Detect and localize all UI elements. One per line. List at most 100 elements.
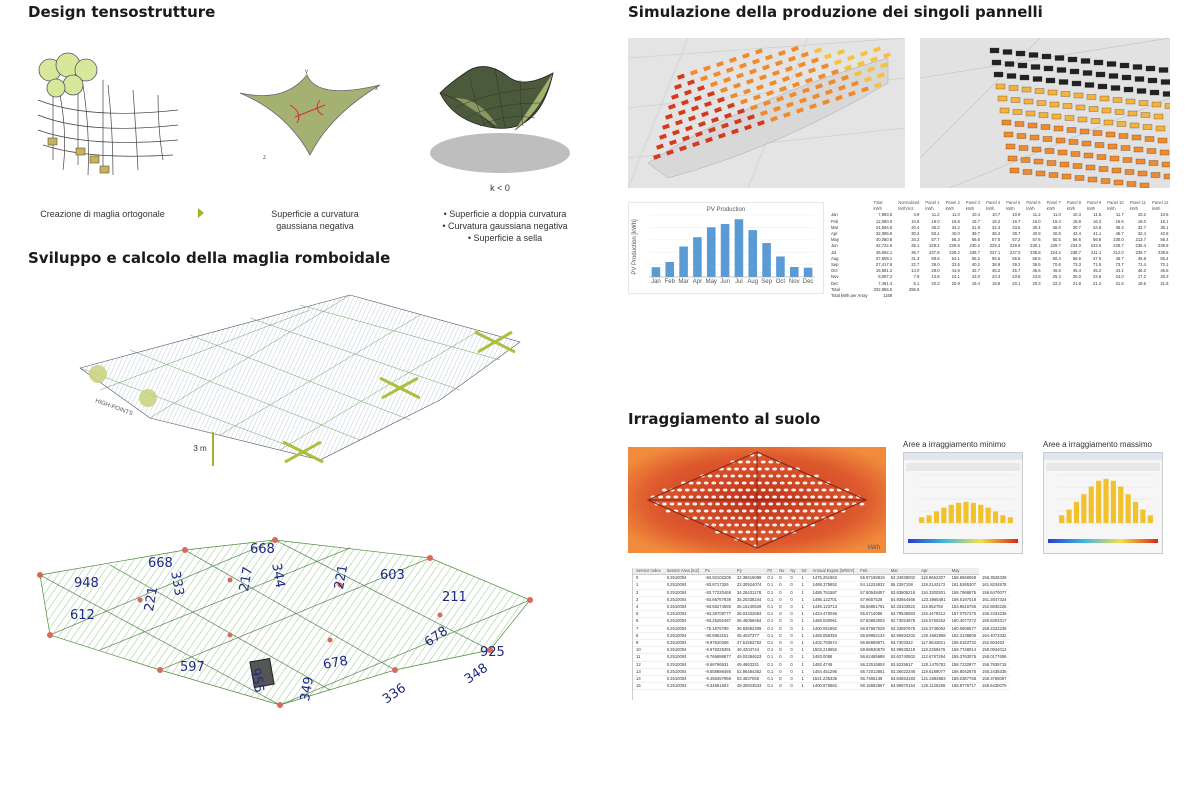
pv-panel: [691, 105, 699, 112]
pv-panel: [1007, 155, 1018, 162]
table-cell: 5: [633, 610, 664, 619]
pv-panel: [710, 81, 718, 88]
pv-panel: [672, 129, 680, 136]
pv-panel: [1161, 161, 1170, 168]
pv-panel: [1002, 49, 1013, 55]
irradiation-dot: [696, 481, 701, 485]
pv-panel: [809, 103, 817, 110]
table-cell: 0: [787, 581, 799, 590]
table-row: Jun 42,722.6 35.1 229.2 229.6 230.2 229.4 229.9…: [828, 243, 1173, 249]
table-unit: kWh: [873, 206, 882, 212]
table-cell: 0.1: [764, 610, 777, 619]
table-cell: 10: [633, 646, 664, 655]
table-cell: 57.7: [931, 237, 940, 243]
table-cell: 156.8042575: [948, 668, 980, 677]
pv-panel: [1018, 145, 1029, 151]
irradiation-bar: [941, 507, 947, 523]
irradiation-dot: [798, 474, 804, 478]
table-cell: 39.5: [1032, 262, 1041, 268]
table-cell: 0: [633, 574, 664, 583]
table-header: Panel 2: [945, 200, 960, 205]
table-cell: 16.0: [1032, 218, 1041, 224]
table-cell: 236.7: [969, 249, 980, 255]
pv-panel: [860, 50, 868, 57]
caption-negative-curvature: Superficie a curvatura gaussiana negativ…: [271, 209, 359, 231]
table-cell: 1446.123713: [809, 603, 858, 612]
irradiation-dot: [783, 530, 789, 534]
pv-panel: [1036, 100, 1047, 106]
mesh-cable-number: 612: [70, 608, 95, 623]
irradiation-dot: [684, 488, 690, 492]
pv-panel: [760, 110, 768, 117]
pv-panel: [1094, 142, 1105, 148]
pv-panel: [713, 71, 721, 78]
mesh-cable-number: 603: [380, 568, 405, 583]
pv-panel: [1053, 125, 1064, 132]
table-row: 11 0.2510004 -9.766686877 49.03364623 0.1 0 0 1…: [633, 653, 1010, 662]
pv-panel: [1092, 130, 1103, 136]
pv-panel: [1077, 116, 1088, 123]
irradiation-dot: [738, 516, 743, 520]
table-cell: 50.1: [931, 231, 940, 237]
table-cell: 7: [633, 625, 664, 633]
pv-panel: [1046, 160, 1057, 166]
pv-panel: [1140, 112, 1151, 118]
table-cell: 0: [776, 596, 788, 605]
irradiation-dot: [681, 509, 686, 513]
table-row: 6 0.2510004 -93.25282467 36.45058454 0.1 0 0 1 1…: [633, 617, 1010, 626]
table-cell: 156.7839715: [979, 661, 1010, 669]
irradiation-dot: [677, 502, 682, 506]
table-cell: 22.3: [1052, 280, 1061, 286]
pv-panel: [1112, 97, 1123, 103]
tick-label: Jun: [720, 279, 730, 285]
pv-panel: [883, 52, 891, 59]
pv-panel: [1146, 148, 1157, 154]
pv-panel: [772, 70, 780, 77]
pv-panel: [1060, 91, 1071, 97]
table-row: Oct 16,561.2 14.0 28.0 44.6 42.7 45.2 45.7 45.6 4…: [828, 268, 1173, 274]
pv-panel: [837, 49, 845, 56]
pv-panel: [1100, 178, 1111, 184]
pv-panel: [779, 85, 787, 92]
pv-panel: [802, 87, 810, 94]
table-cell: 32,085.6: [875, 231, 893, 237]
irradiation-dot: [776, 516, 781, 520]
chart-title: PV Production: [707, 207, 745, 213]
pv-panel: [1027, 122, 1038, 129]
table-cell: 41.1: [1093, 231, 1102, 237]
table-cell: 1402.793574: [809, 639, 858, 648]
table-cell: 255.6: [908, 286, 920, 292]
irradiation-dot: [795, 495, 800, 499]
irradiation-dot: [692, 516, 698, 520]
table-row: 8 0.2510004 -90.6863151 45.4037377 0.1 0 0 1 146…: [633, 632, 1010, 641]
table-cell: 1: [798, 574, 810, 583]
table-cell: 45.7: [1115, 255, 1124, 261]
table-cell: 10.9: [1012, 212, 1021, 218]
table-cell: 236.4: [1135, 243, 1146, 249]
design-title: Design tensostrutture: [28, 3, 216, 21]
table-row: 14 0.2510004 -9.456457956 53.4837055 0.1 0 0 1 1…: [633, 675, 1010, 684]
table-cell: 0: [776, 682, 788, 691]
pv-panel: [694, 95, 702, 102]
table-cell: 0.2510004: [663, 646, 703, 655]
pv-panel: [1058, 79, 1069, 85]
table-cell: 56.3: [951, 237, 960, 243]
table-cell: 1400.051862: [809, 625, 858, 633]
pv-panel: [991, 59, 1002, 66]
table-cell: [983, 293, 1003, 299]
pv-panel: [1004, 61, 1015, 67]
table-cell: 0.1: [764, 682, 777, 691]
pv-panel: [808, 67, 816, 74]
table-cell: 229.4: [989, 243, 1001, 249]
table-header: Nz: [798, 568, 810, 576]
irradiation-dot: [806, 502, 812, 506]
saddle-surface-illustration: [425, 48, 575, 178]
pv-panel: [1012, 109, 1023, 115]
table-cell: -9.34681603: [702, 682, 734, 691]
table-cell: 1454.451295: [809, 668, 858, 677]
pv-panel: [848, 90, 856, 97]
color-legend: [908, 539, 1018, 543]
irradiation-dot: [749, 509, 755, 513]
table-cell: 15.8: [1072, 218, 1081, 224]
pv-panel: [815, 83, 823, 90]
